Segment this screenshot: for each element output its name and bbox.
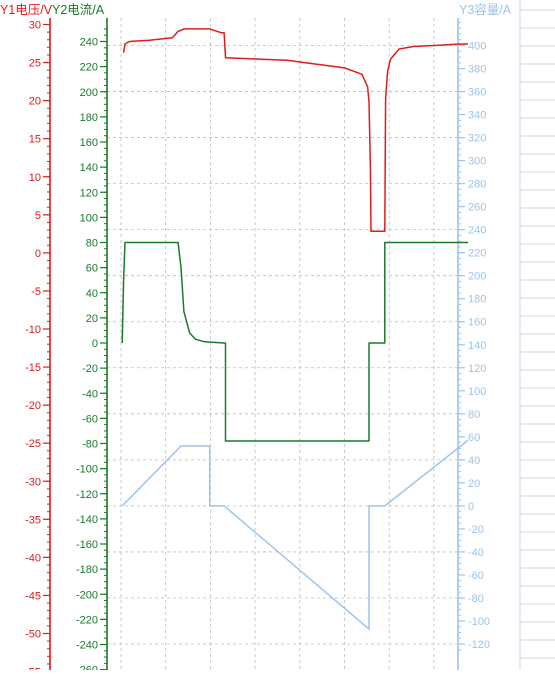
y2-axis-tick-label: -240 [76,640,98,652]
y2-axis-tick-label: 60 [86,263,98,275]
y3-axis-tick-label: 240 [468,225,486,237]
series-layer [121,28,469,630]
y3-axis-tick-label: 360 [468,87,486,99]
y1-axis-tick-label: 25 [29,58,41,70]
y2-axis-tick-label: 80 [86,238,98,250]
y2-axis-tick-label: 120 [80,187,98,199]
y1-axis-tick-label: -10 [25,324,41,336]
y3-axis-tick-label: 100 [468,386,486,398]
y1-axis-title: Y1电压/V [0,3,53,17]
y1-axis-tick-label: 10 [29,172,41,184]
y1-axis-tick-label: -5 [31,286,41,298]
y2-axis-tick-label: -80 [82,439,98,451]
y1-axis: 30 25 20 15 10 5 0 -5 -10 -15 -20 -25 -30 -35 -40 -45 -5… [25,18,51,675]
y2-axis-tick-label: -180 [76,564,98,576]
y1-axis-tick-label: -20 [25,400,41,412]
y3-axis-tick-label: -80 [468,593,484,605]
y3-axis-tick-label: -120 [468,639,490,651]
y3-axis-tick-label: 140 [468,340,486,352]
y3-axis-tick-label: -20 [468,524,484,536]
y2-axis-tick-label: 200 [80,87,98,99]
y3-axis-tick-label: 400 [468,41,486,53]
y3-axis-tick-label: 260 [468,202,486,214]
y3-axis-tick-label: 380 [468,64,486,76]
voltage-series-line [122,28,468,232]
y2-axis-tick-label: 0 [92,338,98,350]
plot-grid [107,18,457,670]
y2-axis-tick-label: 20 [86,313,98,325]
y1-axis-tick-label: -50 [25,629,41,641]
y1-axis-tick-label: -45 [25,590,41,602]
y3-axis-tick-label: 20 [468,478,480,490]
y3-axis-tick-label: 0 [468,501,474,513]
y2-axis-tick-label: -40 [82,388,98,400]
y1-axis-tick-label: -35 [25,514,41,526]
y3-axis-tick-label: -100 [468,616,490,628]
y2-axis-tick-label: 220 [80,62,98,74]
right-grid-area [519,0,555,670]
y3-axis-title: Y3容量/A [459,2,512,17]
y3-axis-tick-label: 340 [468,110,486,122]
capacity-series-line [121,439,469,630]
y3-axis-tick-label: 160 [468,317,486,329]
y1-axis-tick-label: -30 [25,476,41,488]
y3-axis-tick-label: 300 [468,156,486,168]
y2-axis-tick-label: -200 [76,589,98,601]
y1-axis-tick-label: 5 [35,210,41,222]
y1-axis-tick-label: -40 [25,552,41,564]
y2-axis-tick-label: 240 [80,37,98,49]
y3-axis: 4003803603403203002802602402202001801601… [457,18,490,670]
y2-axis-tick-label: -260 [76,665,98,670]
y3-axis-tick-label: -40 [468,547,484,559]
y2-axis-tick-label: -160 [76,539,98,551]
y3-axis-tick-label: 60 [468,432,480,444]
y3-axis-tick-label: 40 [468,455,480,467]
y2-axis-tick-label: 140 [80,162,98,174]
y3-axis-tick-label: 280 [468,179,486,191]
y1-axis-tick-label: -25 [25,438,41,450]
y1-axis-tick-label: 15 [29,134,41,146]
y2-axis-tick-label: 100 [80,212,98,224]
y1-axis-tick-label: 20 [29,96,41,108]
y2-axis-tick-label: -120 [76,489,98,501]
y3-axis-tick-label: 320 [468,133,486,145]
y2-axis-tick-label: -100 [76,464,98,476]
plot-background [107,18,457,670]
y2-axis-tick-label: 40 [86,288,98,300]
y2-axis-tick-label: -60 [82,413,98,425]
y2-axis-tick-label: -140 [76,514,98,526]
y3-axis-tick-label: 200 [468,271,486,283]
y3-axis-tick-label: 180 [468,294,486,306]
y2-axis-title: Y2电流/A [52,3,105,17]
y1-axis-tick-label: -15 [25,362,41,374]
y2-axis-tick-label: 180 [80,112,98,124]
y2-axis-tick-label: 160 [80,137,98,149]
current-series-line [121,241,468,442]
y3-axis-tick-label: -60 [468,570,484,582]
y3-axis-tick-label: 120 [468,363,486,375]
y1-axis-tick-label: -55 [25,667,41,670]
y3-axis-tick-label: 220 [468,248,486,260]
y3-axis-tick-label: 80 [468,409,480,421]
y2-axis: 240220200180160140120100806040200-20-40-… [76,18,108,675]
y2-axis-tick-label: -220 [76,614,98,626]
y1-axis-tick-label: 0 [35,248,41,260]
y2-axis-tick-label: -20 [82,363,98,375]
y1-axis-tick-label: 30 [29,20,41,32]
